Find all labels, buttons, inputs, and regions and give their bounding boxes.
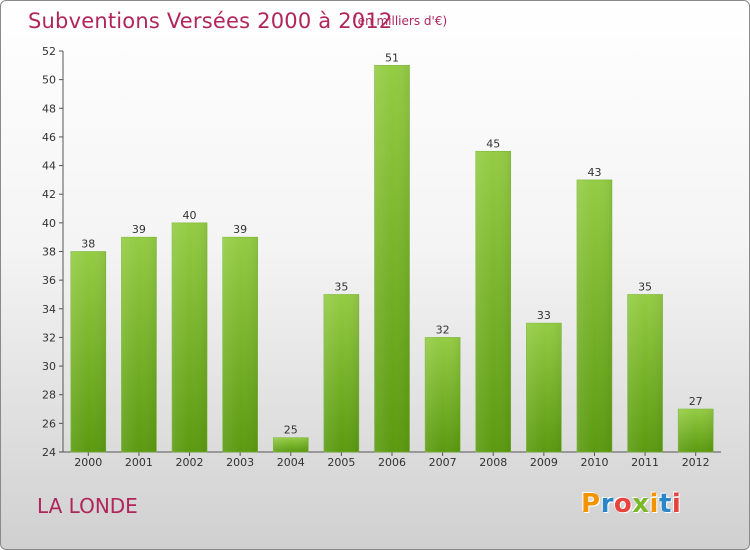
bar-shine — [121, 237, 157, 452]
x-tick-label-2000: 2000 — [74, 456, 102, 469]
proxiti-logo[interactable]: Proxiti — [581, 489, 681, 519]
x-tick-label-2006: 2006 — [378, 456, 406, 469]
y-tick-label: 52 — [42, 45, 56, 58]
y-tick-label: 26 — [42, 417, 56, 430]
x-tick-label-2012: 2012 — [682, 456, 710, 469]
logo-letter: t — [658, 489, 672, 519]
bar-shine — [172, 222, 208, 452]
data-label-2008: 45 — [486, 137, 500, 150]
logo-letter: x — [632, 489, 650, 519]
logo-letter: i — [649, 489, 659, 519]
x-tick-label-2001: 2001 — [125, 456, 153, 469]
data-label-2002: 40 — [183, 209, 197, 222]
y-tick-label: 28 — [42, 389, 56, 402]
data-label-2012: 27 — [689, 395, 703, 408]
bar-shine — [323, 294, 359, 452]
y-tick-label: 24 — [42, 446, 56, 459]
bar-shine — [678, 409, 714, 452]
data-label-2005: 35 — [334, 280, 348, 293]
bar-shine — [273, 437, 309, 452]
y-tick-label: 36 — [42, 274, 56, 287]
data-label-2009: 33 — [537, 309, 551, 322]
bar-shine — [374, 65, 410, 453]
logo-letter: r — [600, 489, 614, 519]
x-tick-label-2007: 2007 — [429, 456, 457, 469]
y-tick-label: 38 — [42, 246, 56, 259]
y-tick-label: 46 — [42, 131, 56, 144]
data-label-2003: 39 — [233, 223, 247, 236]
data-label-2011: 35 — [638, 280, 652, 293]
data-label-2000: 38 — [81, 238, 95, 251]
logo-letter: P — [581, 489, 601, 519]
x-tick-label-2003: 2003 — [226, 456, 254, 469]
x-tick-label-2008: 2008 — [479, 456, 507, 469]
bar-shine — [70, 251, 106, 452]
x-tick-label-2009: 2009 — [530, 456, 558, 469]
commune-name: LA LONDE — [37, 494, 138, 518]
y-tick-label: 34 — [42, 303, 56, 316]
data-label-2007: 32 — [436, 323, 450, 336]
x-tick-label-2002: 2002 — [176, 456, 204, 469]
y-tick-label: 32 — [42, 331, 56, 344]
y-tick-label: 50 — [42, 74, 56, 87]
data-label-2001: 39 — [132, 223, 146, 236]
bar-shine — [425, 337, 461, 452]
y-tick-label: 30 — [42, 360, 56, 373]
logo-letter: i — [671, 489, 682, 519]
y-tick-label: 48 — [42, 102, 56, 115]
x-tick-label-2011: 2011 — [631, 456, 659, 469]
y-tick-label: 40 — [42, 217, 56, 230]
y-tick-label: 44 — [42, 160, 56, 173]
bar-shine — [627, 294, 663, 452]
data-label-2006: 51 — [385, 51, 399, 64]
y-tick-label: 42 — [42, 188, 56, 201]
chart-title: Subventions Versées 2000 à 2012 — [28, 9, 393, 33]
bar-shine — [576, 179, 612, 452]
x-tick-label-2005: 2005 — [327, 456, 355, 469]
chart-subtitle: (en milliers d'€) — [353, 14, 448, 28]
bar-shine — [222, 237, 258, 452]
x-tick-label-2004: 2004 — [277, 456, 305, 469]
data-label-2010: 43 — [587, 166, 601, 179]
bar-shine — [475, 151, 511, 452]
bar-shine — [526, 323, 562, 452]
x-tick-label-2010: 2010 — [580, 456, 608, 469]
logo-letter: o — [613, 489, 633, 519]
data-label-2004: 25 — [284, 424, 298, 437]
